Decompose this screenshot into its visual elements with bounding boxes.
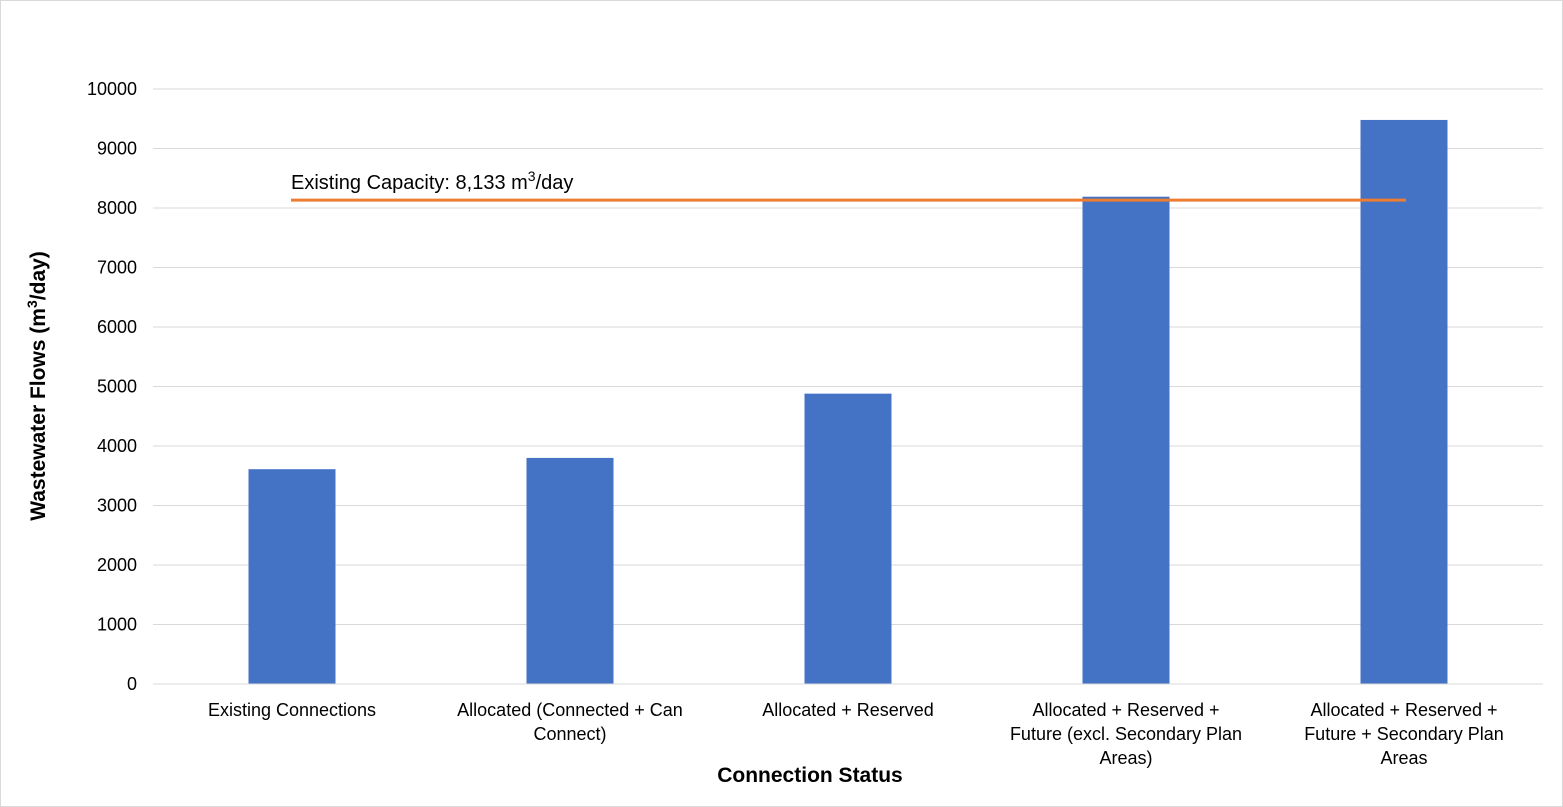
x-tick-label-line: Allocated (Connected + Can: [457, 700, 683, 720]
x-tick-label-line: Allocated + Reserved +: [1032, 700, 1219, 720]
capacity-annotation-suffix: /day: [536, 172, 574, 194]
bar: [248, 469, 336, 684]
x-tick-label-line: Allocated + Reserved +: [1310, 700, 1497, 720]
capacity-annotation-prefix: Existing Capacity: 8,133 m: [291, 172, 528, 194]
y-tick-label: 7000: [97, 258, 137, 278]
x-tick-label: Allocated (Connected + Can Connect): [457, 700, 683, 744]
x-tick-label: Allocated + Reserved: [762, 700, 934, 720]
x-tick-label: Allocated + Reserved + Future (excl. Seco…: [1010, 700, 1242, 768]
y-tick-label: 9000: [97, 139, 137, 159]
bar: [804, 393, 892, 684]
y-tick-label: 4000: [97, 436, 137, 456]
y-axis-title-prefix: Wastewater Flows (m: [27, 308, 50, 521]
y-axis-title-suffix: /day): [27, 251, 50, 300]
capacity-annotation: Existing Capacity: 8,133 m3/day: [291, 168, 573, 194]
y-tick-label: 10000: [87, 79, 137, 99]
x-tick-label: Allocated + Reserved + Future + Secondary…: [1304, 700, 1504, 768]
y-tick-label: 8000: [97, 198, 137, 218]
x-tick-label-line: Connect): [533, 724, 606, 744]
y-tick-label: 5000: [97, 377, 137, 397]
reference-line-group: Existing Capacity: 8,133 m3/day: [291, 168, 1406, 202]
y-tick-label: 1000: [97, 615, 137, 635]
axes: 0 1000 2000 3000 4000 5000 6000 7000 8000 9000 100…: [87, 79, 1543, 768]
x-tick-label-line: Existing Connections: [208, 700, 376, 720]
y-axis-title: Wastewater Flows (m3/day): [24, 251, 50, 521]
x-tick-label-line: Future (excl. Secondary Plan: [1010, 724, 1242, 744]
x-axis-title: Connection Status: [717, 764, 903, 787]
bar: [1360, 119, 1448, 684]
gridlines: [153, 88, 1543, 625]
capacity-annotation-superscript: 3: [528, 168, 536, 184]
bar: [1082, 196, 1170, 684]
x-tick-label: Existing Connections: [208, 700, 376, 720]
y-tick-label: 6000: [97, 317, 137, 337]
x-tick-label-line: Areas: [1380, 748, 1427, 768]
y-tick-label: 0: [127, 674, 137, 694]
y-tick-label: 3000: [97, 496, 137, 516]
y-tick-label: 2000: [97, 555, 137, 575]
bar: [526, 457, 614, 684]
x-tick-label-line: Areas): [1099, 748, 1152, 768]
bars: [248, 119, 1448, 684]
y-axis-title-superscript: 3: [24, 300, 40, 308]
x-tick-label-line: Allocated + Reserved: [762, 700, 934, 720]
x-tick-label-line: Future + Secondary Plan: [1304, 724, 1504, 744]
